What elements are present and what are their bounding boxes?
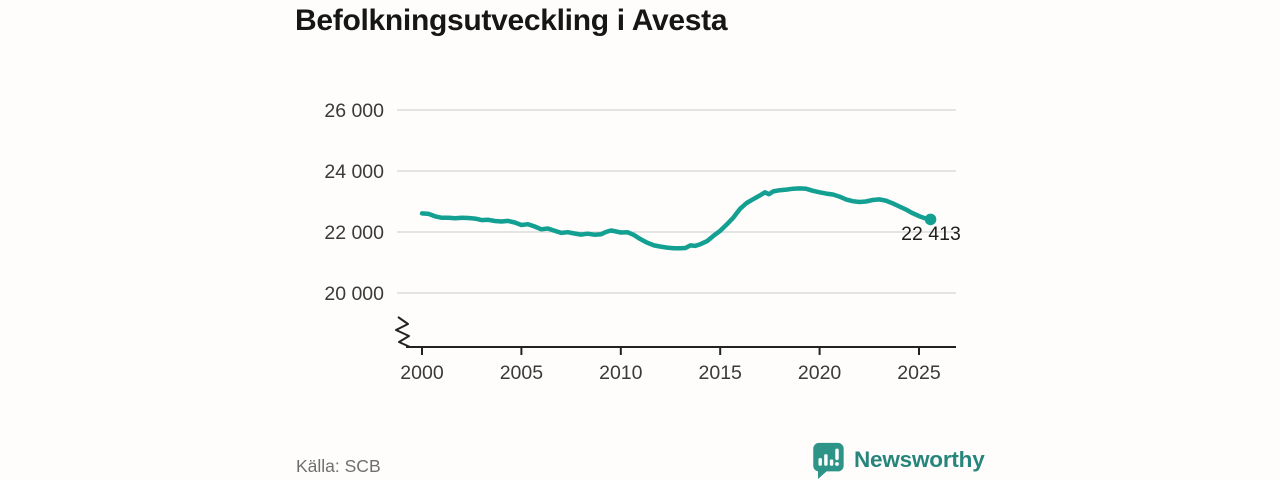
bar-chart-speech-bubble-icon — [813, 442, 844, 479]
end-value-label: 22 413 — [901, 223, 961, 245]
axis-break-icon — [395, 316, 411, 348]
y-tick-label: 20 000 — [324, 283, 384, 305]
chart-title: Befolkningsutveckling i Avesta — [295, 4, 728, 37]
brand-name: Newsworthy — [854, 447, 985, 472]
y-tick-label: 22 000 — [324, 222, 384, 244]
x-tick-label: 2015 — [699, 362, 743, 384]
y-tick-label: 24 000 — [324, 161, 384, 183]
end-point-marker — [924, 213, 937, 226]
x-tick-label: 2020 — [798, 362, 842, 384]
x-tick-label: 2005 — [500, 362, 544, 384]
population-line — [419, 186, 933, 251]
y-tick-label: 26 000 — [324, 100, 384, 122]
x-tick-label: 2025 — [897, 362, 941, 384]
source-label: Källa: SCB — [296, 456, 381, 476]
x-tick-label: 2010 — [599, 362, 643, 384]
x-tick-label: 2000 — [400, 362, 444, 384]
newsworthy-logo: Newsworthy — [810, 441, 985, 479]
